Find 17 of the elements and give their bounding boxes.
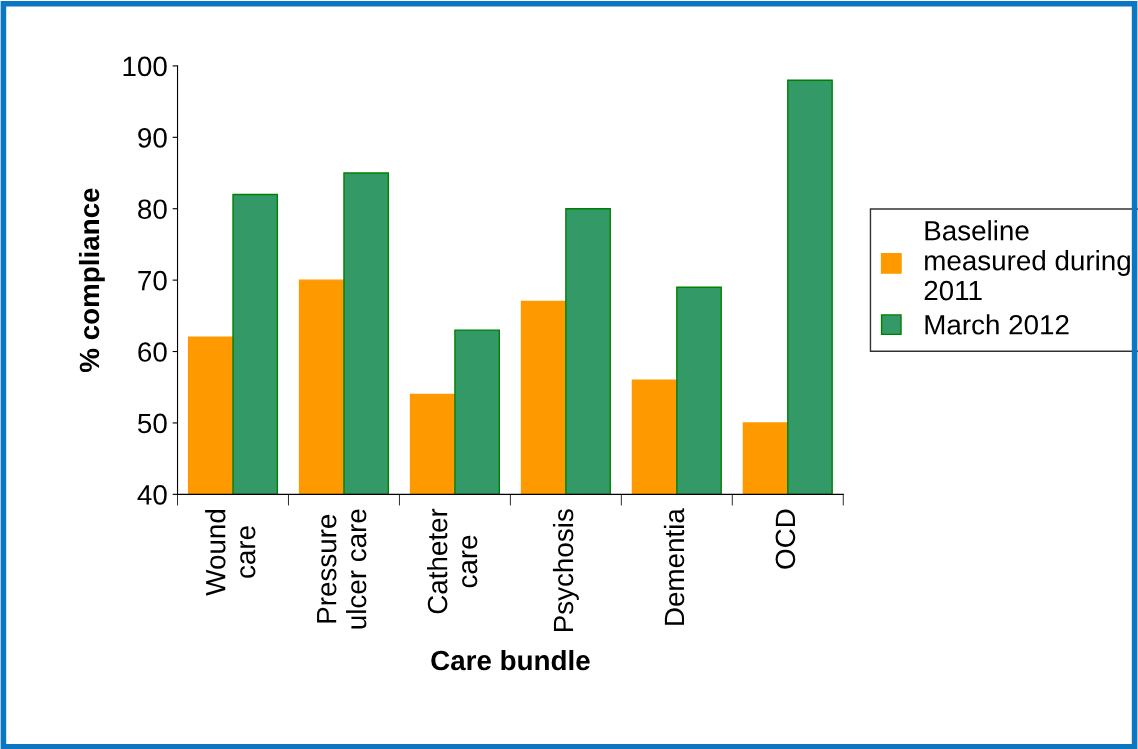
x-tick-label: Dementia (663, 508, 685, 625)
legend-label: March 2012 (925, 314, 1069, 335)
x-axis-title: Care bundle (431, 649, 590, 671)
y-axis-title: % compliance (78, 188, 105, 373)
x-tick-label: Psychosis (552, 509, 579, 631)
y-tick-label: 70 (138, 270, 167, 291)
y-tick-label: 60 (138, 342, 167, 362)
y-tick-label: 50 (138, 413, 167, 434)
y-tick-label: 80 (138, 199, 167, 220)
legend-label: Baseline measured during 2011 (924, 220, 1130, 301)
x-tick-label: Pressure ulcer care (317, 509, 367, 629)
y-tick-label: 40 (137, 485, 167, 505)
x-tick-label: Wound care (205, 510, 256, 596)
y-tick-label: 100 (123, 56, 167, 77)
x-tick-label: OCD (775, 509, 796, 569)
y-tick-label: 90 (138, 127, 167, 148)
x-tick-label: Catheter care (427, 508, 478, 614)
